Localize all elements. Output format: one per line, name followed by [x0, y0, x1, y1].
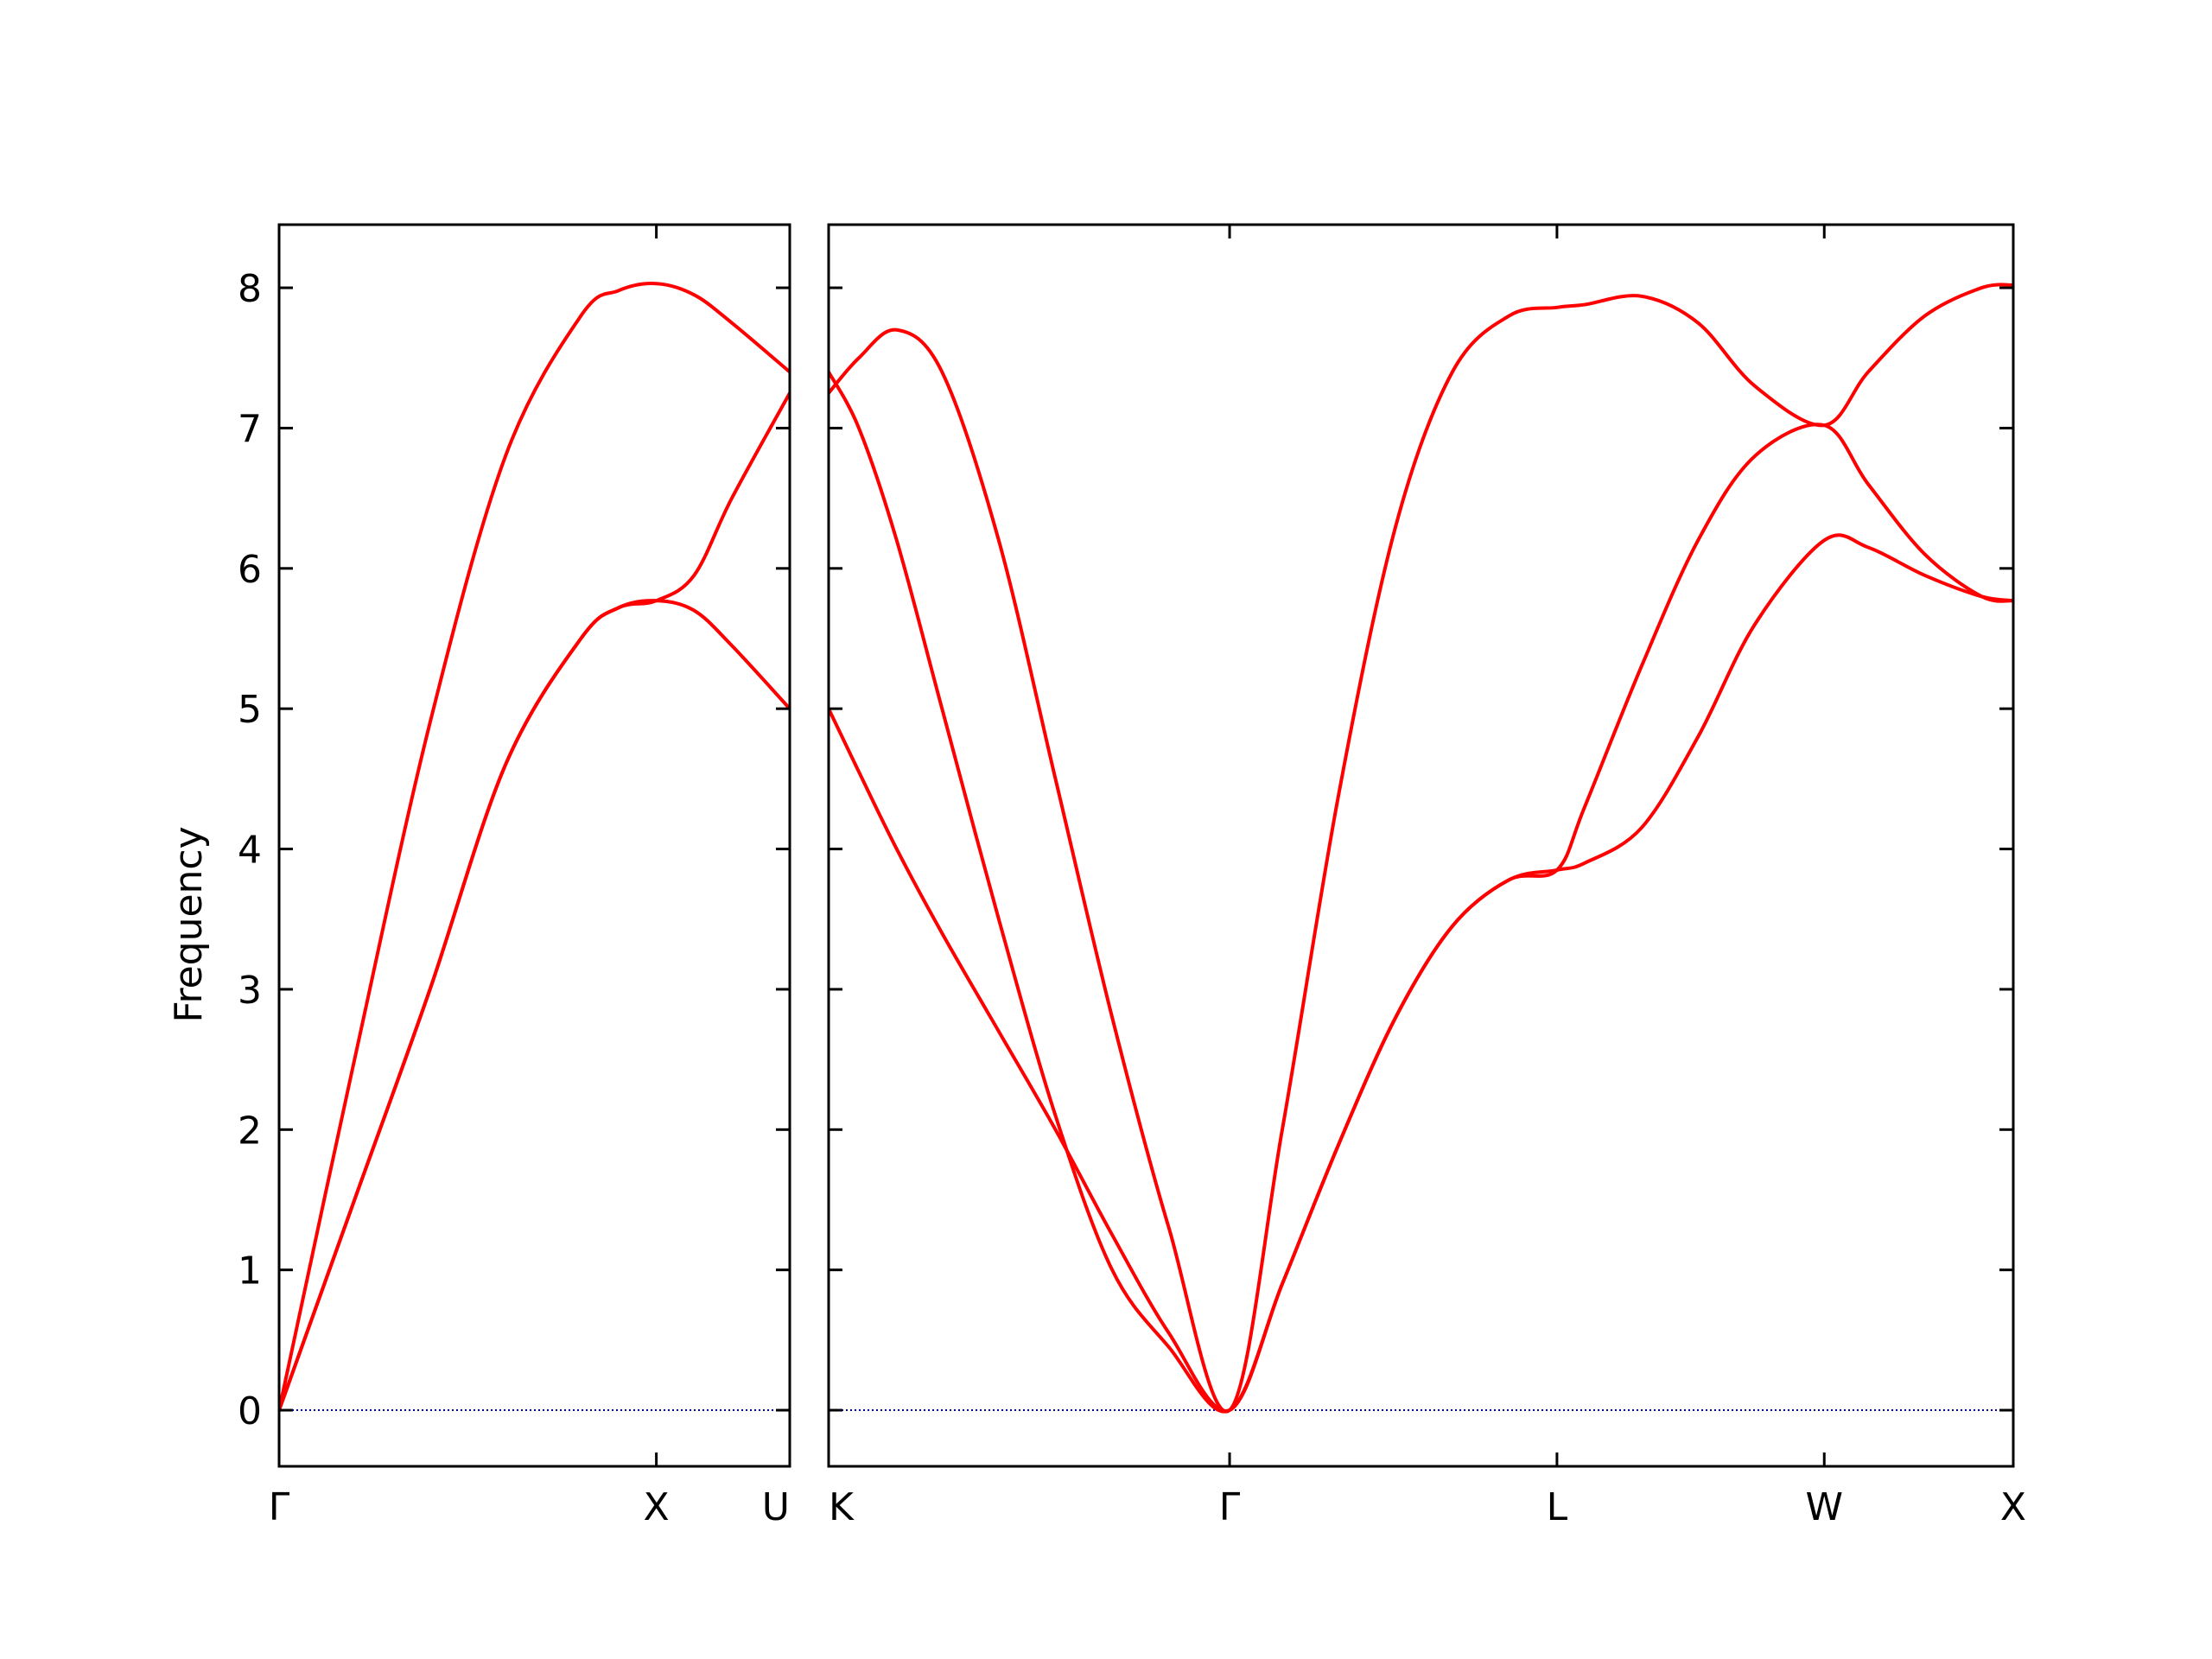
panel-frame	[277, 223, 791, 1468]
y-tick-label: 1	[238, 1249, 262, 1294]
x-tick-label: W	[1805, 1485, 1843, 1529]
x-tick-label: Γ	[269, 1485, 290, 1529]
panel-frame	[827, 223, 2015, 1468]
phonon-band-2	[279, 599, 790, 1411]
x-tick-label: X	[644, 1485, 670, 1529]
band-group	[279, 282, 790, 1411]
x-tick-label: U	[762, 1485, 790, 1529]
phonon-band-1	[279, 282, 790, 1411]
y-tick-label: 5	[238, 688, 262, 732]
phonon-band-3	[279, 391, 790, 1411]
panel-1: 0 1 2 3 4 5 6 7 8 Γ X U	[238, 223, 791, 1529]
y-tick-label: 4	[238, 829, 262, 873]
y-tick-label: 3	[238, 969, 262, 1013]
x-tick-label: L	[1547, 1485, 1568, 1529]
chart-panels: 0 1 2 3 4 5 6 7 8 Γ X U K Γ L W X	[238, 223, 2026, 1529]
y-tick-label: 0	[238, 1389, 262, 1433]
y-tick-label: 2	[238, 1109, 262, 1153]
x-tick-label: X	[2000, 1485, 2026, 1529]
phonon-band-1	[829, 283, 2013, 1414]
y-tick-label: 7	[238, 407, 262, 451]
x-tick-label: K	[829, 1485, 855, 1529]
y-tick-label: 8	[238, 267, 262, 311]
phonon-band-2	[829, 371, 2013, 1414]
x-tick-label: Γ	[1219, 1485, 1241, 1529]
y-tick-label: 6	[238, 548, 262, 592]
y-axis-label: Frequency	[167, 826, 211, 1022]
band-group	[829, 283, 2013, 1414]
phonon-band-3	[829, 533, 2013, 1413]
